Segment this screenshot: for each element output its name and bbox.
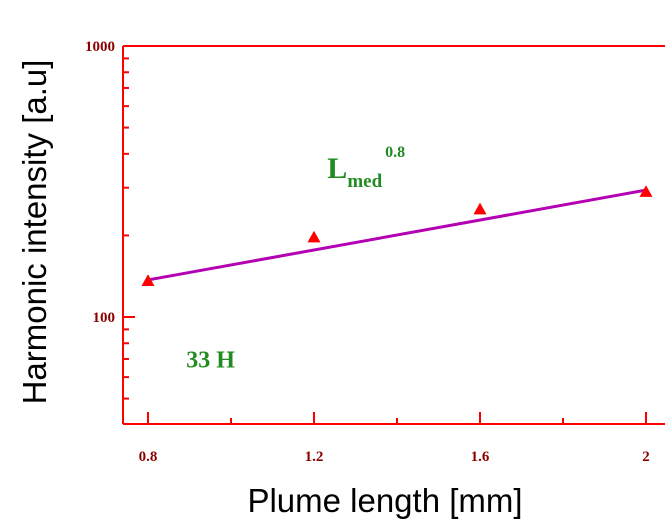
annotation-lmed-sub: med <box>347 171 382 192</box>
data-point-triangle <box>307 230 321 243</box>
x-tick-label: 0.8 <box>139 449 158 465</box>
y-tick-label: 100 <box>93 310 116 326</box>
fit-line <box>147 188 647 282</box>
annotation-harmonic-order: 33 H <box>186 347 235 373</box>
x-tick-label: 1.2 <box>305 449 324 465</box>
y-tick-label: 1000 <box>85 39 115 55</box>
x-axis-title: Plume length [mm] <box>247 482 522 519</box>
ticks: 0.8 1.2 1.6 2 100 1000 <box>85 39 650 465</box>
series-layer <box>141 185 653 287</box>
annotation-lmed-main: L <box>327 152 347 185</box>
annotation-lmed: Lmed0.8 <box>327 144 405 192</box>
annotation-lmed-sup: 0.8 <box>385 144 405 161</box>
annotations: Lmed0.8 33 H <box>186 144 405 373</box>
data-point-triangle <box>639 185 653 197</box>
y-axis-title: Harmonic intensity [a.u] <box>16 60 53 405</box>
data-point-triangle <box>473 202 487 215</box>
x-tick-label: 1.6 <box>471 449 490 465</box>
data-point-triangle <box>141 274 155 287</box>
x-tick-label: 2 <box>642 449 650 465</box>
